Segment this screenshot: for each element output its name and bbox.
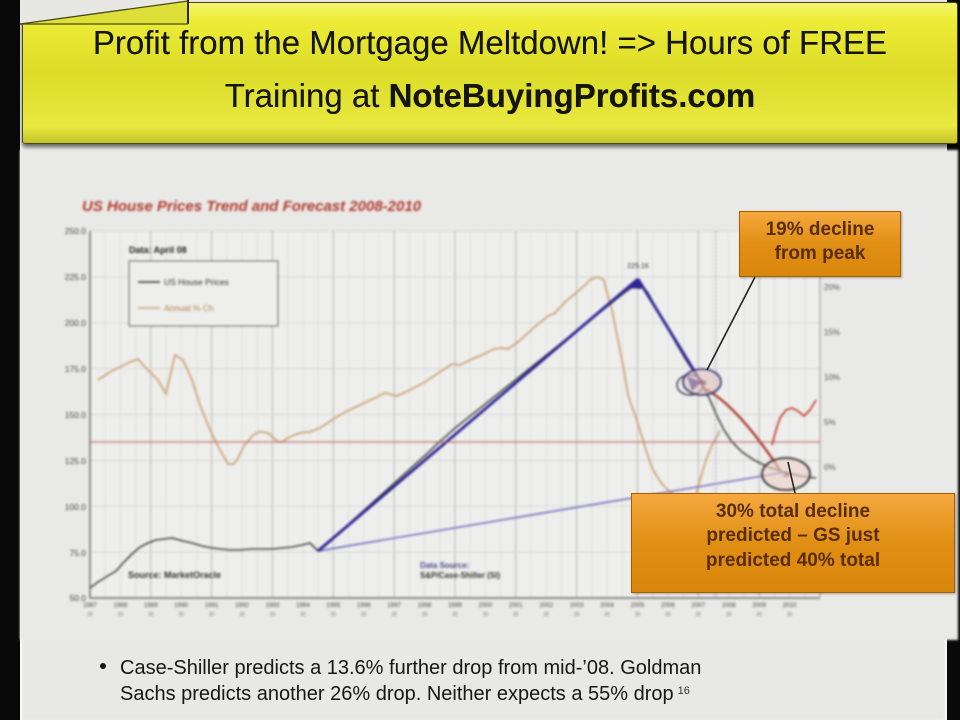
svg-text:Annual % Ch: Annual % Ch: [164, 303, 214, 313]
svg-text:30: 30: [756, 612, 762, 618]
svg-text:2004: 2004: [600, 602, 614, 609]
svg-text:0%: 0%: [824, 463, 836, 472]
svg-text:1999: 1999: [448, 602, 462, 609]
svg-text:30: 30: [361, 612, 367, 618]
svg-text:250.0: 250.0: [65, 226, 87, 236]
svg-text:1988: 1988: [114, 602, 128, 609]
svg-text:1993: 1993: [266, 602, 280, 609]
svg-text:30: 30: [635, 612, 641, 618]
svg-text:30: 30: [331, 612, 337, 618]
svg-text:75.0: 75.0: [69, 548, 86, 558]
svg-text:30: 30: [87, 612, 93, 618]
svg-text:Data Source:: Data Source:: [420, 561, 469, 570]
svg-text:30: 30: [270, 612, 276, 618]
svg-text:1995: 1995: [326, 602, 340, 609]
svg-text:30: 30: [696, 612, 702, 618]
svg-text:30: 30: [513, 612, 519, 618]
svg-text:2002: 2002: [539, 602, 553, 609]
svg-text:30: 30: [452, 612, 458, 618]
svg-text:Data: April 08: Data: April 08: [129, 245, 187, 255]
svg-text:1994: 1994: [296, 602, 310, 609]
svg-text:2001: 2001: [509, 602, 523, 609]
svg-text:2010: 2010: [783, 602, 797, 609]
svg-text:1996: 1996: [357, 602, 371, 609]
svg-text:1997: 1997: [387, 602, 401, 609]
svg-text:1990: 1990: [174, 602, 188, 609]
svg-text:2007: 2007: [691, 602, 705, 609]
svg-text:1991: 1991: [205, 602, 219, 609]
svg-text:225.16: 225.16: [627, 263, 649, 270]
svg-text:30: 30: [543, 612, 549, 618]
svg-text:30: 30: [726, 612, 732, 618]
svg-text:1989: 1989: [144, 602, 158, 609]
svg-text:1998: 1998: [418, 602, 432, 609]
svg-text:30: 30: [300, 612, 306, 618]
svg-text:1992: 1992: [235, 602, 249, 609]
svg-text:225.0: 225.0: [65, 272, 87, 282]
svg-text:US House Prices: US House Prices: [164, 277, 229, 287]
svg-text:5%: 5%: [824, 418, 836, 427]
svg-text:30: 30: [239, 612, 245, 618]
svg-text:30: 30: [178, 612, 184, 618]
svg-text:30: 30: [604, 612, 610, 618]
svg-text:175.0: 175.0: [65, 364, 87, 374]
svg-text:Source: MarketOracle: Source: MarketOracle: [128, 570, 221, 580]
svg-text:100.0: 100.0: [65, 502, 87, 512]
svg-text:1987: 1987: [83, 602, 97, 609]
svg-text:-30: -30: [782, 473, 791, 479]
svg-text:30: 30: [118, 612, 124, 618]
svg-text:2009: 2009: [752, 602, 766, 609]
svg-text:2008: 2008: [722, 602, 736, 609]
svg-text:S&P/Case-Shiller (SI): S&P/Case-Shiller (SI): [420, 571, 500, 580]
svg-text:30: 30: [665, 612, 671, 618]
svg-text:10%: 10%: [824, 373, 840, 382]
svg-text:150.0: 150.0: [65, 410, 87, 420]
svg-text:20%: 20%: [824, 283, 840, 292]
svg-text:-08: -08: [698, 381, 707, 387]
svg-text:125.0: 125.0: [65, 456, 87, 466]
svg-text:30: 30: [391, 612, 397, 618]
svg-text:30: 30: [422, 612, 428, 618]
svg-text:200.0: 200.0: [65, 318, 87, 328]
svg-text:30: 30: [483, 612, 489, 618]
svg-text:2003: 2003: [570, 602, 584, 609]
svg-text:30: 30: [787, 612, 793, 618]
svg-text:2005: 2005: [631, 602, 645, 609]
svg-text:30: 30: [209, 612, 215, 618]
svg-text:15%: 15%: [824, 328, 840, 337]
svg-text:2006: 2006: [661, 602, 675, 609]
svg-text:30: 30: [574, 612, 580, 618]
svg-text:2000: 2000: [479, 602, 493, 609]
svg-text:30: 30: [148, 612, 154, 618]
